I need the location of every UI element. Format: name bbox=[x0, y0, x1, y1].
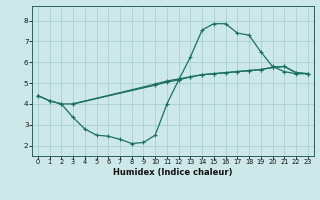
X-axis label: Humidex (Indice chaleur): Humidex (Indice chaleur) bbox=[113, 168, 233, 177]
